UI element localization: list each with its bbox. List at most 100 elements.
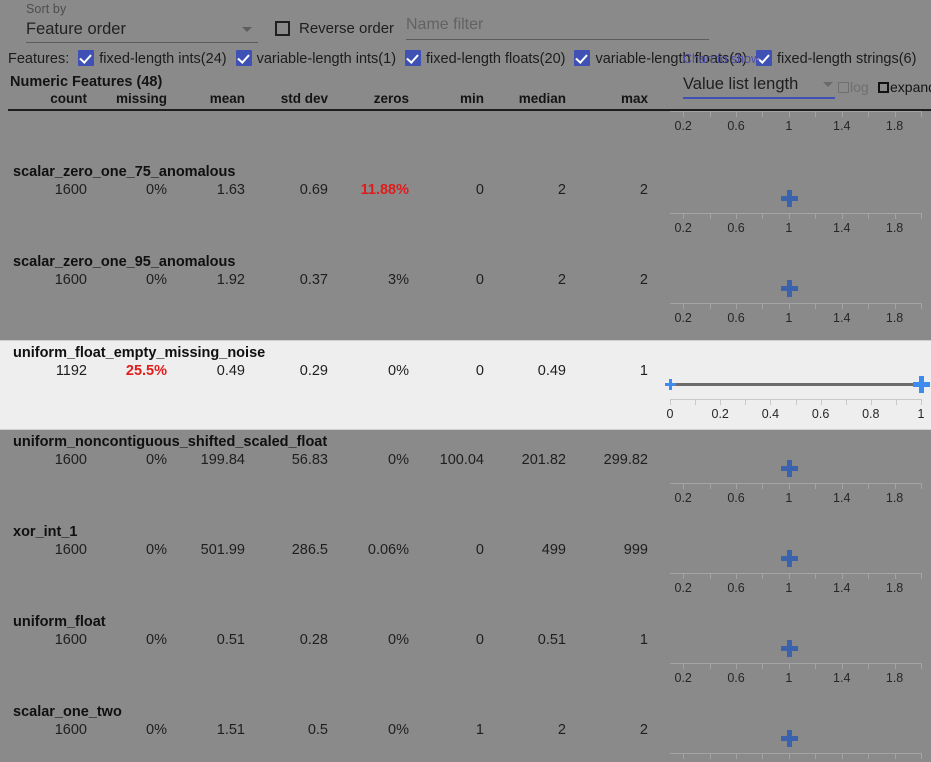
stat-zeros: 0% <box>388 632 409 648</box>
column-header-missing[interactable]: missing <box>115 91 167 106</box>
checkbox-checked-icon[interactable] <box>78 50 95 66</box>
chart-x-axis: 0.20.611.41.8 <box>670 753 922 762</box>
table-row[interactable]: uniform_float_empty_missing_noise 1192 25.… <box>0 340 931 430</box>
row-mini-chart[interactable]: 0 0.2 0.4 0.6 0.8 1 <box>660 341 931 431</box>
feature-type-label: variable-length floats(3) <box>595 51 747 67</box>
data-point-marker[interactable] <box>665 379 676 390</box>
feature-table-body[interactable]: 0.2 0.6 1 1.4 1.8 scalar_zero_one_75_anomalou… <box>0 111 931 762</box>
stat-missing: 0% <box>146 272 167 288</box>
axis-baseline <box>670 573 921 574</box>
checkbox-checked-icon[interactable] <box>405 50 422 66</box>
checkbox-checked-icon[interactable] <box>756 50 772 66</box>
axis-tick-label: 1 <box>785 671 793 685</box>
stat-std-dev: 56.83 <box>291 452 328 468</box>
name-filter-field[interactable] <box>406 16 709 40</box>
reverse-order-checkbox[interactable]: Reverse order <box>275 20 394 37</box>
feature-name[interactable]: scalar_zero_one_75_anomalous <box>13 164 236 180</box>
column-header-std-dev[interactable]: std dev <box>280 91 328 106</box>
sort-by-select[interactable]: Feature order <box>26 16 258 43</box>
table-row[interactable]: uniform_float 1600 0% 0.51 0.28 0% 0 0.51 1 0.2 0.… <box>0 610 931 700</box>
axis-tick-label: 1 <box>785 119 793 133</box>
axis-tick <box>868 483 870 489</box>
axis-tick <box>683 573 685 579</box>
stat-median: 0.51 <box>537 632 566 648</box>
axis-baseline <box>670 213 921 214</box>
axis-tick-label: 1.8 <box>885 221 904 235</box>
stat-mean: 501.99 <box>200 542 245 558</box>
log-scale-checkbox[interactable]: log <box>838 79 869 95</box>
checkbox-checked-icon[interactable] <box>574 50 591 66</box>
data-point-marker[interactable] <box>780 550 798 567</box>
stat-mean: 199.84 <box>200 452 245 468</box>
axis-tick <box>709 573 711 579</box>
stat-min: 100.04 <box>439 452 484 468</box>
feature-name[interactable]: xor_int_1 <box>13 524 78 540</box>
stat-min: 0 <box>475 632 484 648</box>
stat-zeros: 11.88% <box>360 182 409 198</box>
data-point-marker[interactable] <box>780 730 798 747</box>
checkbox-icon[interactable] <box>878 82 889 93</box>
feature-type-fixed-length-floats[interactable]: fixed-length floats(20) <box>405 50 565 67</box>
axis-tick-label: 1.8 <box>885 311 904 325</box>
table-row[interactable]: xor_int_1 1600 0% 501.99 286.5 0.06% 0 499 999 0.… <box>0 520 931 610</box>
checkbox-checked-icon[interactable] <box>235 50 252 66</box>
checkbox-icon[interactable] <box>838 82 849 93</box>
feature-type-fixed-length-ints[interactable]: fixed-length ints(24) <box>78 50 227 67</box>
feature-name[interactable]: scalar_zero_one_95_anomalous <box>13 254 236 270</box>
axis-tick-label: 1.8 <box>885 581 904 595</box>
axis-tick <box>841 663 843 669</box>
column-header-mean[interactable]: mean <box>209 91 245 106</box>
axis-tick <box>788 573 790 579</box>
feature-name[interactable]: uniform_float <box>13 614 106 630</box>
stat-std-dev: 0.28 <box>299 632 328 648</box>
stat-count: 1600 <box>54 182 87 198</box>
feature-stats: 1192 25.5% 0.49 0.29 0% 0 0.49 1 <box>0 363 660 383</box>
feature-type-variable-length-floats[interactable]: variable-length floats(3) <box>574 50 747 67</box>
data-point-marker[interactable] <box>780 640 798 657</box>
axis-tick <box>815 111 817 117</box>
axis-tick <box>841 753 843 759</box>
chevron-down-icon[interactable] <box>823 82 833 87</box>
axis-tick <box>695 399 697 405</box>
feature-name[interactable]: uniform_noncontiguous_shifted_scaled_flo… <box>13 434 328 450</box>
feature-name[interactable]: scalar_one_two <box>13 704 122 720</box>
column-header-median[interactable]: median <box>518 91 566 106</box>
stat-min: 0 <box>475 272 484 288</box>
table-row[interactable]: scalar_one_two 1600 0% 1.51 0.5 0% 1 2 2 0.20.611… <box>0 700 931 762</box>
feature-name[interactable]: uniform_float_empty_missing_noise <box>13 345 266 361</box>
table-row[interactable]: uniform_noncontiguous_shifted_scaled_flo… <box>0 430 931 520</box>
column-header-min[interactable]: min <box>459 91 484 106</box>
stat-median: 2 <box>557 272 566 288</box>
column-header-count[interactable]: count <box>50 91 87 106</box>
data-point-marker[interactable] <box>780 190 798 207</box>
chevron-down-icon[interactable] <box>242 27 252 32</box>
search-input[interactable] <box>406 16 709 40</box>
data-point-marker[interactable] <box>780 280 798 297</box>
data-point-marker[interactable] <box>913 376 930 393</box>
axis-tick-label: 1.4 <box>833 581 851 595</box>
axis-tick-label: 0.2 <box>674 671 692 685</box>
table-row[interactable]: scalar_zero_one_75_anomalous 1600 0% 1.63 0.… <box>0 160 931 250</box>
table-row[interactable]: 0.2 0.6 1 1.4 1.8 <box>0 111 931 160</box>
column-header-max[interactable]: max <box>620 91 648 106</box>
table-row[interactable]: scalar_zero_one_95_anomalous 1600 0% 1.92 0.… <box>0 250 931 340</box>
feature-type-fixed-length-strings[interactable]: fixed-length strings(6) <box>756 50 916 67</box>
row-mini-chart[interactable]: 0.20.611.41.8 <box>660 700 931 762</box>
column-header-zeros[interactable]: zeros <box>373 91 409 106</box>
expand-checkbox[interactable]: expand <box>878 79 931 95</box>
checkbox-icon[interactable] <box>275 21 290 36</box>
axis-tick <box>683 663 685 669</box>
chart-to-show-select[interactable]: Value list length <box>683 72 835 99</box>
sort-by-control[interactable]: Sort by Feature order <box>26 2 258 43</box>
axis-baseline <box>670 303 921 304</box>
page-title: Numeric Features (48) <box>10 74 163 90</box>
data-point-marker[interactable] <box>780 460 798 477</box>
feature-type-variable-length-ints[interactable]: variable-length ints(1) <box>235 50 396 67</box>
